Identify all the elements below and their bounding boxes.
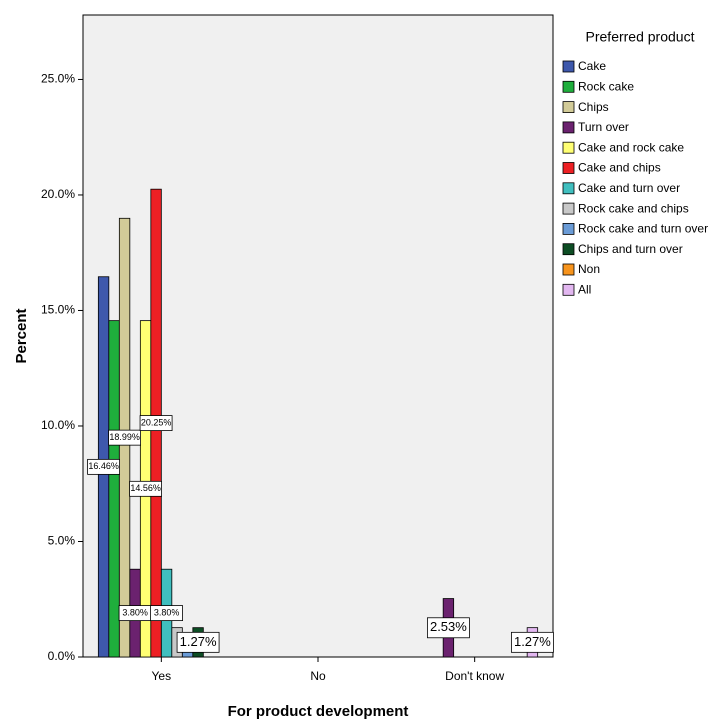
legend-label: Cake and turn over	[578, 181, 680, 195]
legend-label: Rock cake and turn over	[578, 222, 708, 236]
legend-swatch	[562, 283, 575, 296]
legend-label: Turn over	[578, 120, 629, 134]
y-tick-label: 25.0%	[41, 72, 75, 86]
value-label: 18.99%	[109, 432, 140, 442]
value-label-box	[139, 415, 173, 431]
legend-label: Cake and chips	[578, 161, 661, 175]
x-axis-label: For product development	[228, 703, 409, 720]
legend-swatch	[562, 263, 575, 276]
y-tick-label: 5.0%	[48, 534, 76, 548]
legend-label: Rock cake and chips	[578, 201, 689, 215]
bar	[108, 320, 120, 658]
legend-swatch	[562, 202, 575, 215]
legend-label: Chips	[578, 100, 609, 114]
value-label: 16.46%	[88, 461, 119, 471]
x-tick-label: Don't know	[445, 669, 504, 683]
value-label: 1.27%	[180, 634, 217, 649]
value-label: 20.25%	[141, 417, 172, 427]
y-axis-label: Percent	[13, 308, 30, 363]
y-tick-label: 20.0%	[41, 187, 75, 201]
legend-swatch	[562, 182, 575, 195]
legend-swatch	[562, 101, 575, 113]
value-label: 3.80%	[154, 607, 180, 617]
legend-swatch	[562, 243, 575, 256]
legend-label: Cake and rock cake	[578, 140, 684, 154]
legend-label: Chips and turn over	[578, 242, 683, 256]
value-label-box	[427, 617, 470, 639]
value-label-box	[129, 480, 162, 497]
x-tick-label: No	[310, 669, 326, 683]
x-tick-label: Yes	[152, 669, 172, 683]
legend-label: All	[578, 282, 591, 296]
value-label-box	[511, 631, 554, 653]
value-label-box	[150, 605, 183, 622]
value-label-box	[176, 631, 220, 653]
legend-title: Preferred product	[586, 29, 695, 45]
value-label: 14.56%	[130, 483, 161, 493]
legend-swatch	[562, 222, 575, 235]
value-label: 3.80%	[122, 607, 148, 617]
legend-swatch	[562, 60, 575, 73]
legend-label: Cake	[578, 59, 606, 73]
legend-swatch	[562, 121, 575, 134]
legend-swatch	[562, 141, 575, 154]
value-label: 2.53%	[430, 619, 467, 634]
legend-label: Rock cake	[578, 79, 634, 93]
y-tick-label: 15.0%	[41, 303, 75, 317]
value-label-box	[108, 429, 141, 446]
legend-label: Non	[578, 262, 600, 276]
value-label: 1.27%	[514, 634, 551, 649]
value-label-box	[87, 458, 120, 475]
y-tick-label: 0.0%	[48, 649, 76, 663]
legend-swatch	[562, 162, 575, 174]
y-tick-label: 10.0%	[41, 418, 75, 432]
legend-swatch	[562, 80, 575, 93]
